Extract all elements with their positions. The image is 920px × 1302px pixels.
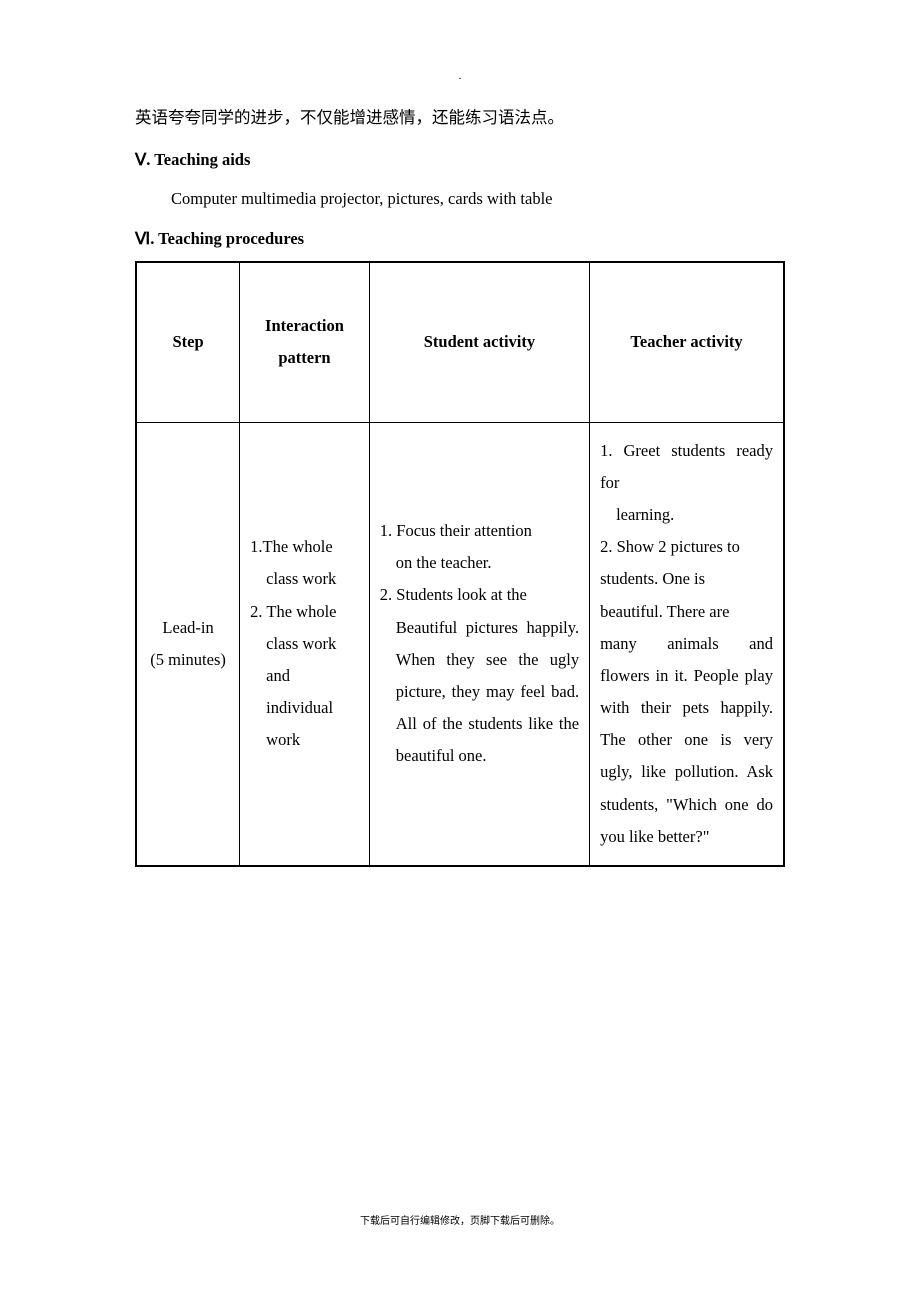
student-item-1: 1. Focus their attention xyxy=(380,515,579,547)
table-header-row: Step Interaction pattern Student activit… xyxy=(136,262,784,422)
section-vi-numeral: Ⅵ xyxy=(135,229,150,248)
section-v-numeral: Ⅴ xyxy=(135,150,146,169)
student-item-2: 2. Students look at the xyxy=(380,579,579,611)
section-v-content: Computer multimedia projector, pictures,… xyxy=(135,181,785,217)
teacher-item-1b: learning. xyxy=(600,499,773,531)
header-teacher: Teacher activity xyxy=(590,262,784,422)
teacher-item-2c: beautiful. There are xyxy=(600,596,773,628)
section-v-heading: Ⅴ. Teaching aids xyxy=(135,142,785,178)
intro-paragraph: 英语夸夸同学的进步，不仅能增进感情，还能练习语法点。 xyxy=(135,100,785,136)
teacher-item-1: 1. Greet students ready for xyxy=(600,435,773,499)
teacher-item-2d: many animals and flowers in it. People p… xyxy=(600,628,773,853)
table-row: Lead-in (5 minutes) 1.The whole class wo… xyxy=(136,422,784,866)
interaction-item-1b: class work xyxy=(250,563,359,595)
header-dot: . xyxy=(459,70,462,82)
footer-text: 下载后可自行编辑修改，页脚下载后可删除。 xyxy=(360,1212,560,1227)
student-item-2b: Beautiful pictures happily. When they se… xyxy=(380,612,579,773)
interaction-item-2d: work xyxy=(250,724,359,756)
cell-interaction: 1.The whole class work 2. The whole clas… xyxy=(240,422,370,866)
interaction-item-2: 2. The whole xyxy=(250,596,359,628)
step-label: Lead-in xyxy=(147,612,229,644)
section-v-title: . Teaching aids xyxy=(146,150,250,169)
header-step: Step xyxy=(136,262,240,422)
step-time: (5 minutes) xyxy=(147,644,229,676)
interaction-item-2c: and individual xyxy=(250,660,359,724)
cell-step: Lead-in (5 minutes) xyxy=(136,422,240,866)
cell-student: 1. Focus their attention on the teacher.… xyxy=(369,422,589,866)
interaction-item-2b: class work xyxy=(250,628,359,660)
student-item-1b: on the teacher. xyxy=(380,547,579,579)
cell-teacher: 1. Greet students ready for learning. 2.… xyxy=(590,422,784,866)
header-interaction: Interaction pattern xyxy=(240,262,370,422)
interaction-item-1: 1.The whole xyxy=(250,531,359,563)
section-vi-title: . Teaching procedures xyxy=(150,229,304,248)
teacher-item-2b: students. One is xyxy=(600,563,773,595)
procedures-table: Step Interaction pattern Student activit… xyxy=(135,261,785,867)
section-vi-heading: Ⅵ. Teaching procedures xyxy=(135,221,785,257)
header-student: Student activity xyxy=(369,262,589,422)
teacher-item-2: 2. Show 2 pictures to xyxy=(600,531,773,563)
